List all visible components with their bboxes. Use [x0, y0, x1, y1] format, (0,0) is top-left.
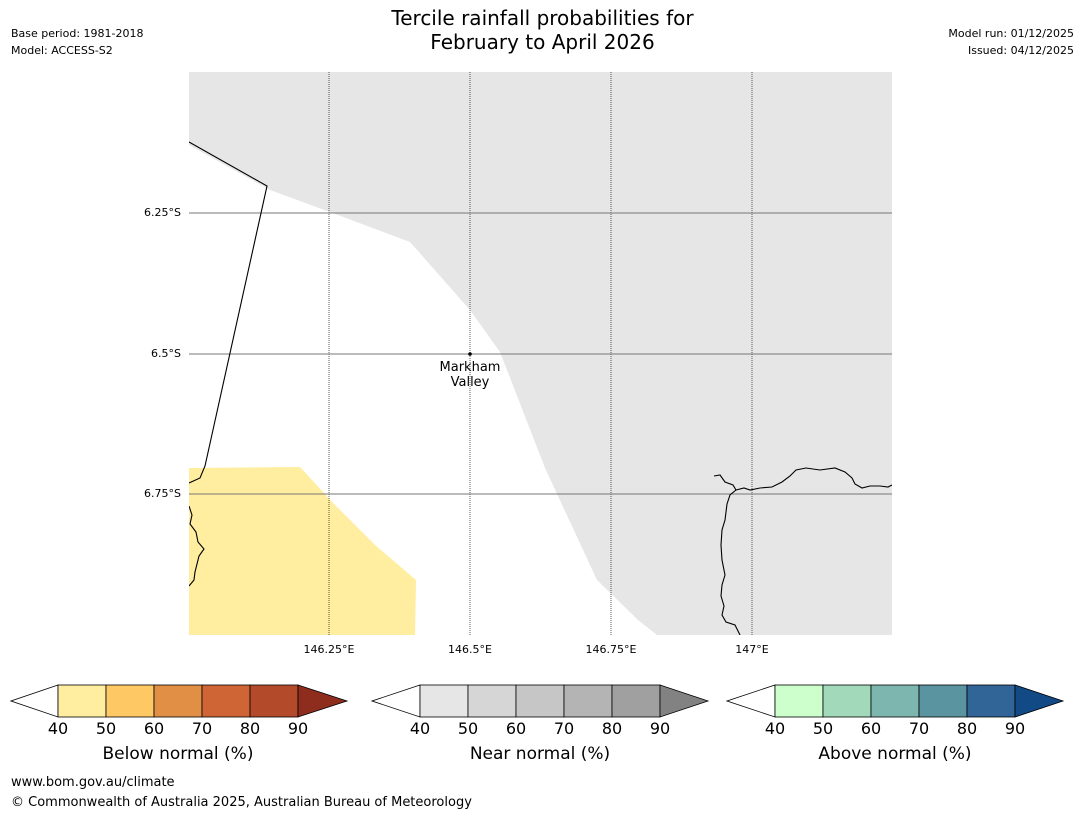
colorbar-swatch	[774, 684, 824, 718]
lat-label: 6.75°S	[144, 487, 181, 500]
coastline-west	[189, 505, 205, 587]
colorbar-swatch	[611, 684, 661, 718]
meta-right: Model run: 01/12/2025 Issued: 04/12/2025	[948, 25, 1074, 59]
border-line	[189, 141, 268, 484]
lon-label: 146.75°E	[585, 643, 637, 656]
colorbar-tick: 90	[649, 719, 671, 738]
below-normal-region	[189, 467, 416, 635]
colorbar-under-triangle	[10, 684, 59, 718]
title-line-2: February to April 2026	[430, 30, 655, 54]
colorbar-below-normal	[10, 684, 349, 718]
footer-url: www.bom.gov.au/climate	[11, 775, 175, 790]
colorbar-tick: 70	[908, 719, 930, 738]
colorbar-swatch	[419, 684, 469, 718]
colorbar-tick: 80	[239, 719, 261, 738]
lon-label: 147°E	[735, 643, 769, 656]
colorbar-swatch	[515, 684, 565, 718]
base-period: Base period: 1981-2018	[11, 27, 144, 40]
colorbar-swatch	[249, 684, 299, 718]
meta-left: Base period: 1981-2018 Model: ACCESS-S2	[11, 25, 143, 59]
lon-label: 146.5°E	[448, 643, 492, 656]
colorbar-swatch	[467, 684, 517, 718]
colorbar-label-above-normal: Above normal (%)	[818, 744, 972, 764]
colorbar-over-triangle	[297, 684, 349, 718]
issued-date: Issued: 04/12/2025	[967, 44, 1074, 57]
colorbar-swatch	[105, 684, 155, 718]
colorbar-under-triangle	[726, 684, 776, 718]
colorbar-tick: 60	[143, 719, 165, 738]
colorbar-near-normal	[371, 684, 710, 718]
colorbar-swatch	[153, 684, 203, 718]
colorbar-swatch	[57, 684, 107, 718]
colorbar-swatch	[822, 684, 872, 718]
colorbar-tick: 50	[457, 719, 479, 738]
colorbar-tick: 50	[95, 719, 117, 738]
colorbar-tick: 40	[47, 719, 69, 738]
lon-label: 146.25°E	[303, 643, 355, 656]
markham-valley-marker	[468, 352, 472, 356]
colorbar-tick: 40	[409, 719, 431, 738]
footer-copyright: © Commonwealth of Australia 2025, Austra…	[11, 795, 472, 810]
colorbar-tick: 90	[287, 719, 309, 738]
place-label-markham-valley: Markham Valley	[440, 360, 501, 390]
colorbar-over-triangle	[1014, 684, 1065, 718]
place-line-1: Markham	[439, 360, 501, 375]
colorbar-tick: 50	[812, 719, 834, 738]
colorbar-swatch	[966, 684, 1016, 718]
colorbar-label-near-normal: Near normal (%)	[469, 744, 611, 764]
colorbar-over-triangle	[659, 684, 710, 718]
coastline-east	[713, 467, 892, 491]
colorbar-tick: 70	[191, 719, 213, 738]
colorbar-tick: 60	[860, 719, 882, 738]
colorbar-tick: 70	[553, 719, 575, 738]
title-line-1: Tercile rainfall probabilities for	[391, 6, 694, 30]
colorbar-tick: 90	[1004, 719, 1026, 738]
place-line-2: Valley	[450, 375, 490, 390]
colorbar-under-triangle	[371, 684, 421, 718]
colorbar-swatch	[201, 684, 251, 718]
colorbar-tick: 60	[505, 719, 527, 738]
colorbar-tick: 80	[601, 719, 623, 738]
model-name: Model: ACCESS-S2	[11, 44, 113, 57]
colorbar-label-below-normal: Below normal (%)	[102, 744, 254, 764]
lat-label: 6.5°S	[151, 347, 181, 360]
colorbar-above-normal	[726, 684, 1065, 718]
colorbar-tick: 80	[956, 719, 978, 738]
chart-title: Tercile rainfall probabilities for Febru…	[0, 6, 1085, 54]
model-run: Model run: 01/12/2025	[948, 27, 1074, 40]
colorbar-tick: 40	[764, 719, 786, 738]
colorbar-swatch	[563, 684, 613, 718]
river	[720, 489, 741, 635]
colorbar-swatch	[918, 684, 968, 718]
lat-label: 6.25°S	[144, 206, 181, 219]
colorbar-swatch	[870, 684, 920, 718]
